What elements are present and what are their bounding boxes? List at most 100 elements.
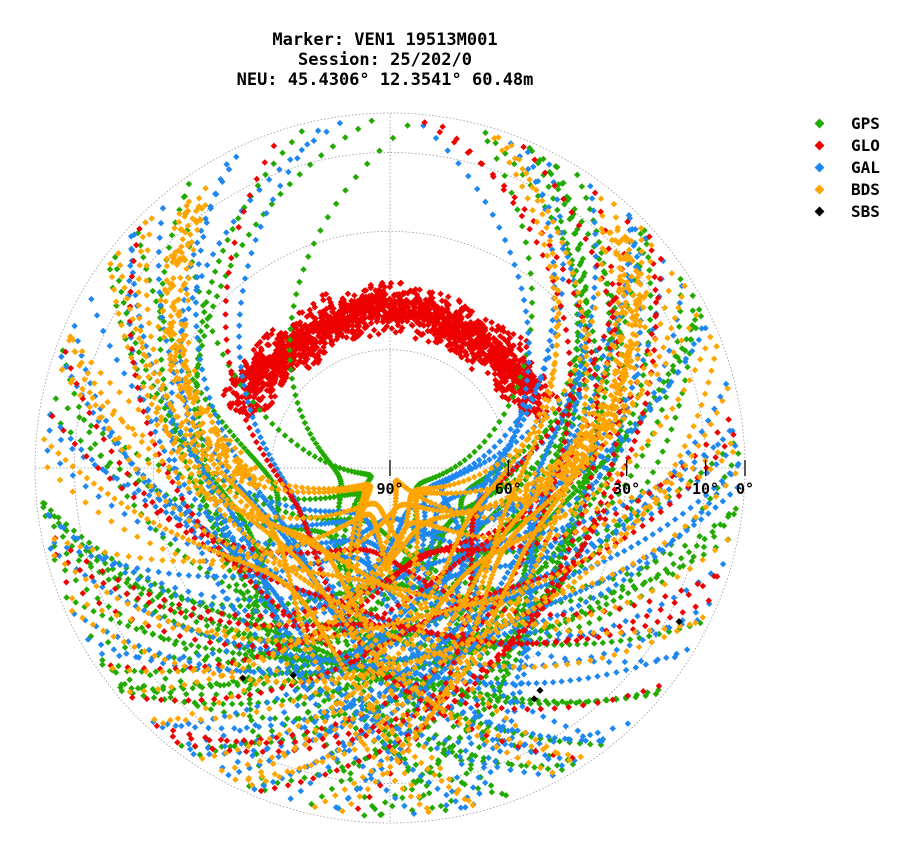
obs-point-gps [545,183,552,191]
obs-point-gps [220,681,228,689]
obs-point-gps [531,764,538,771]
obs-point-glo [344,290,352,298]
obs-point-gps [677,275,684,283]
obs-point-gps [296,406,304,414]
obs-point-gps [245,602,252,610]
obs-point-glo [493,386,500,393]
obs-point-gps [99,656,106,664]
obs-point-gps [52,395,60,402]
obs-point-gps [132,339,139,347]
obs-point-gps [197,328,205,335]
obs-point-gps [544,765,552,773]
obs-point-gps [482,129,489,136]
obs-point-gps [624,589,632,597]
obs-point-gps [649,468,657,476]
obs-point-gps [450,723,457,730]
obs-point-gps [299,413,306,420]
obs-point-gps [338,777,345,785]
obs-point-gps [626,419,634,427]
obs-point-gps [70,527,78,534]
obs-point-gps [50,523,58,530]
obs-point-gps [689,307,697,314]
obs-point-gps [139,585,147,592]
obs-point-gps [575,623,583,631]
obs-point-gps [270,160,277,167]
obs-point-gps [647,304,654,312]
obs-point-gps [554,206,561,214]
obs-point-gps [292,291,300,298]
obs-point-gps [626,636,634,643]
obs-point-gps [99,430,106,437]
obs-point-gps [249,727,257,735]
obs-point-gps [199,318,206,325]
obs-point-glo [412,335,419,342]
obs-point-gps [168,601,176,608]
obs-point-gps [399,794,406,802]
obs-point-gps [602,475,609,482]
obs-point-gps [603,601,610,608]
obs-point-gps [208,278,216,286]
obs-point-gps [664,437,671,444]
obs-point-gps [185,180,193,188]
obs-point-gps [217,282,225,290]
obs-point-gps [732,505,740,512]
obs-point-gps [577,596,584,603]
obs-point-gps [488,788,496,796]
obs-point-gps [165,635,172,643]
obs-point-gps [389,134,397,142]
obs-point-gps [681,542,689,549]
obs-point-gps [269,420,276,428]
obs-point-gps [461,456,468,464]
obs-point-gps [586,619,593,627]
obs-point-gps [647,576,654,583]
obs-point-gps [195,643,202,650]
obs-point-gps [493,675,501,682]
obs-point-gps [277,190,284,198]
obs-point-gal [548,653,555,660]
obs-point-gps [229,225,236,233]
obs-point-gps [279,697,286,704]
obs-point-gps [493,155,500,162]
obs-point-gps [63,594,70,601]
obs-point-gps [514,206,521,213]
obs-point-gps [283,715,291,722]
obs-point-gps [107,615,115,623]
obs-point-gps [590,640,598,647]
obs-point-gal [621,658,629,666]
obs-point-gps [294,399,301,407]
obs-point-gps [90,608,97,615]
obs-point-gps [288,375,296,382]
obs-point-gps [517,762,525,769]
obs-point-gps [368,117,375,125]
obs-point-gps [347,770,354,777]
obs-point-gps [693,542,701,549]
obs-point-gps [301,419,309,427]
obs-point-gps [689,292,697,299]
obs-point-glo [437,290,444,298]
obs-point-gps [425,789,433,797]
obs-point-gps [262,171,269,178]
obs-point-gps [301,774,308,782]
obs-point-gps [275,426,282,434]
obs-point-gps [311,453,319,460]
obs-point-gps [310,240,318,247]
obs-point-gal [534,650,542,657]
obs-point-gps [363,160,371,168]
obs-point-gps [241,595,248,603]
obs-point-gps [160,375,167,383]
obs-point-gps [225,612,233,620]
obs-point-gps [586,501,594,508]
obs-point-gps [241,582,249,589]
obs-point-gps [214,339,221,347]
obs-point-gps [582,194,590,202]
obs-point-gps [61,567,69,574]
obs-point-gps [437,802,445,810]
obs-point-gps [528,313,535,320]
obs-point-gps [296,171,303,178]
obs-point-gps [659,448,666,455]
obs-point-gps [342,187,349,194]
obs-point-gps [474,785,482,792]
obs-point-gps [300,266,307,273]
obs-point-gps [104,566,112,574]
obs-point-gps [237,700,245,708]
